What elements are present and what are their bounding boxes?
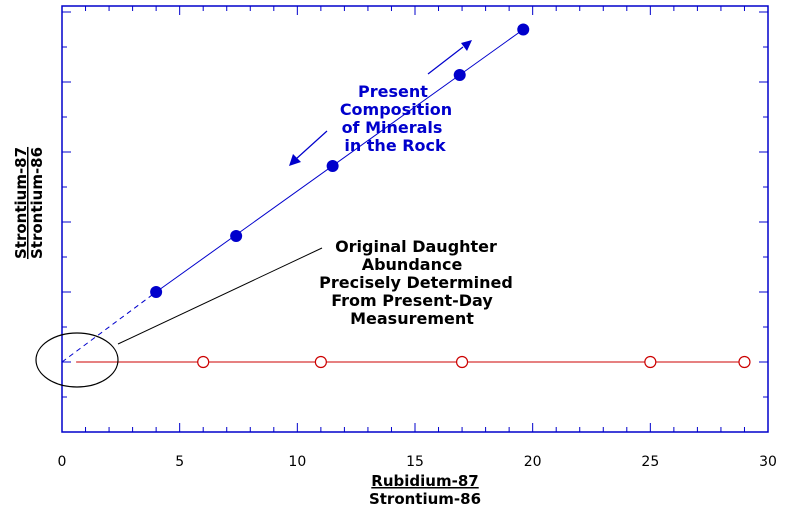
plot-axes [61, 5, 769, 433]
present-label-line-3: of Minerals [342, 118, 443, 137]
isochron-extrapolation [61, 291, 157, 363]
pointer-line [117, 247, 323, 345]
x-tick-label: 25 [641, 454, 659, 470]
x-tick-label: 20 [524, 454, 542, 470]
initial-point [197, 355, 210, 369]
x-axis-label-numerator: Rubidium-87 [371, 472, 478, 490]
original-label-line-5: Measurement [350, 309, 474, 328]
x-tick-label: 0 [58, 454, 67, 470]
original-label-line-4: From Present-Day [331, 291, 493, 310]
arrow-upper-head [461, 40, 472, 51]
data-points [150, 23, 751, 369]
initial-point [644, 355, 657, 369]
original-label-line-3: Precisely Determined [319, 273, 513, 292]
x-tick-label: 30 [759, 454, 777, 470]
present-point [150, 286, 163, 298]
plot-frame [61, 5, 769, 433]
initial-point [314, 355, 327, 369]
x-tick-label: 15 [406, 454, 424, 470]
initial-point [455, 355, 469, 369]
present-label-line-1: Present [358, 82, 428, 101]
arrow-lower-shaft [295, 130, 328, 160]
annotations [35, 40, 472, 388]
initial-point [738, 355, 751, 369]
present-point [517, 23, 530, 36]
origin-ellipse [35, 332, 119, 388]
y-axis-label-denominator: Strontium-86 [28, 147, 46, 259]
axis-ticks: 0 5 10 15 20 25 30 [58, 6, 777, 470]
present-point [453, 69, 466, 81]
arrow-lower-head [289, 154, 301, 166]
arrow-upper-shaft [427, 46, 464, 75]
present-point [326, 160, 339, 172]
original-label-line-2: Abundance [362, 255, 463, 274]
present-label-line-4: in the Rock [344, 136, 446, 155]
y-axis-label-numerator: Strontium-87 [12, 147, 30, 259]
x-axis-label-denominator: Strontium-86 [369, 490, 481, 508]
present-point [230, 230, 243, 242]
present-label-line-2: Composition [340, 100, 452, 119]
x-tick-label: 5 [175, 454, 184, 470]
x-tick-label: 10 [288, 454, 306, 470]
original-label-line-1: Original Daughter [335, 237, 497, 256]
